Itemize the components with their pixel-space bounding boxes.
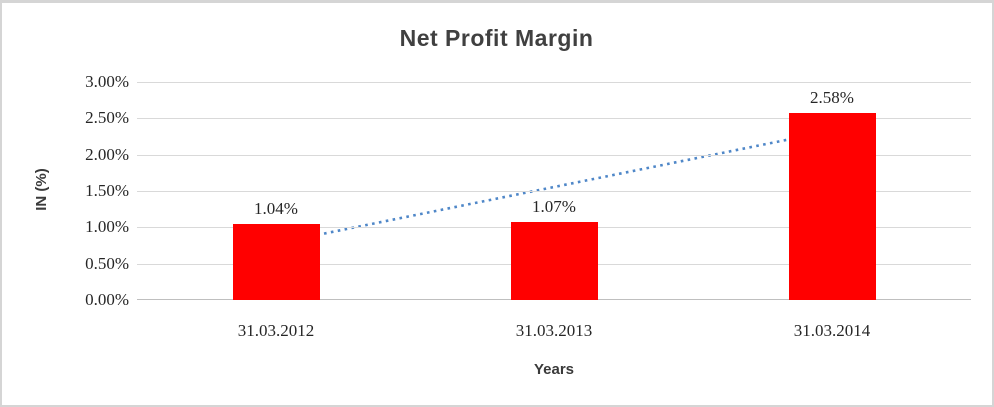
- bar-data-label: 1.07%: [532, 197, 576, 217]
- bar-data-label: 2.58%: [810, 87, 854, 107]
- x-tick-label: 31.03.2014: [793, 321, 871, 340]
- y-tick-label: 0.00%: [85, 290, 129, 309]
- bar-31.03.2012: [232, 224, 320, 300]
- y-tick-label: 2.00%: [85, 144, 129, 164]
- gridline: [137, 118, 971, 120]
- gridline: [137, 82, 971, 83]
- x-axis-title: Years: [533, 361, 575, 378]
- x-tick-label: 31.03.2012: [237, 321, 315, 340]
- bar-31.03.2013: [510, 222, 598, 300]
- bar-31.03.2014: [788, 112, 876, 300]
- chart-title: Net Profit Margin: [399, 25, 594, 51]
- x-tick-label: 31.03.2013: [515, 321, 593, 340]
- bar-data-label: 1.04%: [254, 199, 298, 219]
- y-axis-title-text: IN (%): [32, 167, 50, 211]
- y-tick-label: 3.00%: [85, 72, 129, 91]
- y-tick-label: 1.50%: [85, 181, 129, 200]
- plot-area: 1.04% 1.07% 2.58%: [137, 82, 971, 300]
- y-axis-title: IN (%): [22, 80, 60, 298]
- gridline: [137, 191, 971, 192]
- gridline: [137, 154, 971, 156]
- y-tick-label: 1.00%: [85, 217, 129, 237]
- y-tick-label: 0.50%: [85, 253, 129, 273]
- y-tick-label: 2.50%: [85, 108, 129, 128]
